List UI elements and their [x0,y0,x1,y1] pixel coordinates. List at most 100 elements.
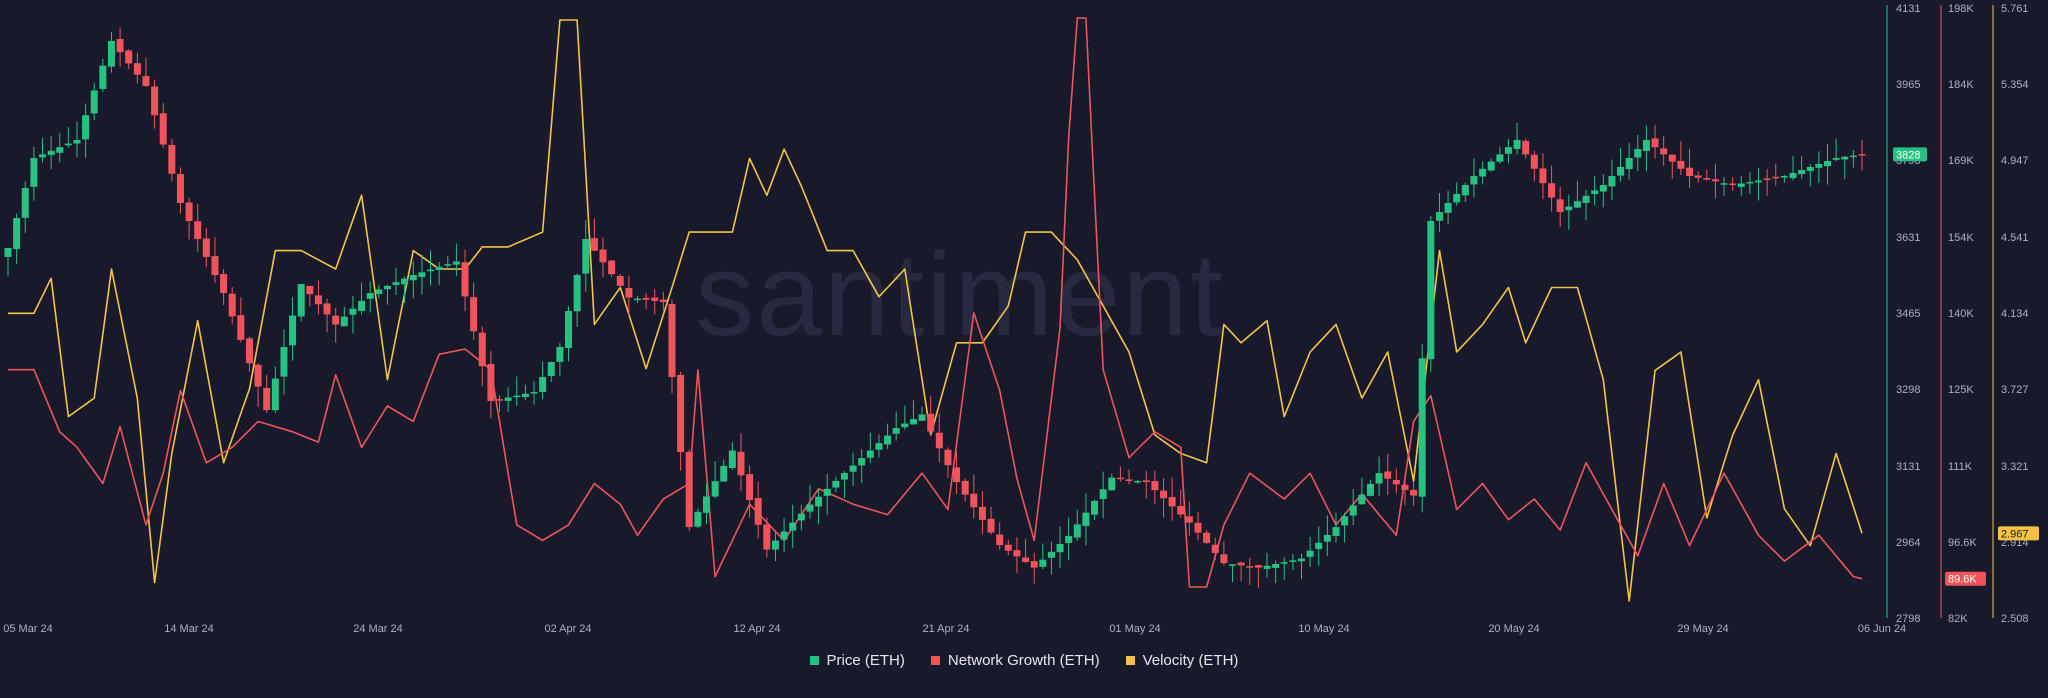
price-candle-body [625,288,633,298]
price-candle [1815,151,1823,184]
price-candle [1625,143,1633,180]
price-candle [823,473,831,516]
price-candle [1142,470,1150,499]
price-candle [677,371,685,471]
price-candle [82,103,90,158]
network-tick-label: 111K [1948,461,1973,473]
price-candle [211,237,219,284]
price-candle-body [142,76,150,86]
price-candle [582,220,590,292]
price-candle [427,250,435,286]
price-candle-body [1599,184,1607,192]
price-candle [987,506,995,535]
price-candle-body [1392,480,1400,485]
price-candle-body [840,473,848,480]
price-candle-body [875,443,883,450]
price-candle [608,259,616,277]
price-candle-body [366,293,374,299]
price-candle-body [64,143,72,146]
price-candle [866,432,874,464]
price-candle [789,504,797,548]
price-candle-body [1824,160,1832,167]
price-candle [642,292,650,310]
price-candle [780,518,788,553]
price-candle-body [1185,516,1193,523]
price-candle-body [1651,138,1659,148]
velocity-tick-label: 2.508 [2001,613,2029,625]
price-candle-body [375,289,383,295]
price-candle [254,363,262,407]
x-tick-label: 05 Mar 24 [3,623,53,635]
price-candle [970,474,978,519]
price-candle-body [358,300,366,311]
network-badge-text: 89.6K [1948,574,1977,586]
price-candle [961,478,969,502]
price-candle-body [1116,477,1124,480]
price-series [4,27,1866,588]
price-candle [996,522,1004,550]
price-candle-body [1341,516,1349,526]
price-candle [1548,165,1556,212]
price-candle-body [978,506,986,520]
price-candle-body [38,154,46,158]
price-candle-body [1849,155,1857,158]
price-candle [1392,468,1400,494]
price-candle-body [1194,522,1202,533]
price-candle [1660,135,1668,166]
price-candle-body [332,315,340,325]
price-candle-body [1530,154,1538,169]
price-candle-body [99,65,107,89]
price-candle [1651,124,1659,159]
price-candle [202,227,210,268]
velocity-line [8,19,1863,602]
price-candle [1711,163,1719,199]
price-candle-body [849,465,857,472]
price-candle-body [1513,139,1521,149]
price-candle-body [858,458,866,466]
legend-item-price[interactable]: Price (ETH) [809,652,905,669]
price-candle-body [780,531,788,540]
price-candle [237,297,245,343]
price-tick-label: 3631 [1896,232,1920,244]
price-candle-body [1375,473,1383,484]
price-candle-body [1832,157,1840,160]
legend-swatch-network-growth [930,656,940,665]
price-candle-body [1668,154,1676,162]
price-candle-body [1789,172,1797,179]
network-tick-label: 184K [1948,79,1974,91]
price-candle [1780,174,1788,183]
price-candle [1582,189,1590,221]
price-candle-body [702,496,710,513]
price-candle-body [1763,178,1771,180]
price-candle-body [1315,542,1323,550]
price-candle [245,336,253,372]
price-candle [168,139,176,182]
price-candle [1315,526,1323,566]
price-candle [1461,182,1469,203]
price-candle-body [1677,160,1685,169]
price-candle-body [1686,167,1694,176]
price-candle [1013,537,1021,573]
price-candle-body [1548,183,1556,198]
price-candle [176,167,184,214]
price-candle [1194,511,1202,541]
legend-item-network-growth[interactable]: Network Growth (ETH) [930,652,1100,669]
price-candle-body [996,534,1004,546]
price-candle-body [892,428,900,434]
price-candle [1056,526,1064,569]
price-candle-body [1056,543,1064,553]
x-tick-label: 10 May 24 [1298,623,1349,635]
network-tick-label: 154K [1948,232,1974,244]
price-candle [470,282,478,340]
price-candle [1677,141,1685,176]
legend-item-velocity[interactable]: Velocity (ETH) [1125,652,1238,669]
price-candle [927,395,935,435]
price-candle [884,423,892,450]
price-candle [1306,536,1314,568]
price-candle [599,237,607,278]
network-tick-label: 169K [1948,155,1974,167]
price-candle [487,351,495,419]
price-candle [978,491,986,535]
price-candle-body [1755,180,1763,183]
